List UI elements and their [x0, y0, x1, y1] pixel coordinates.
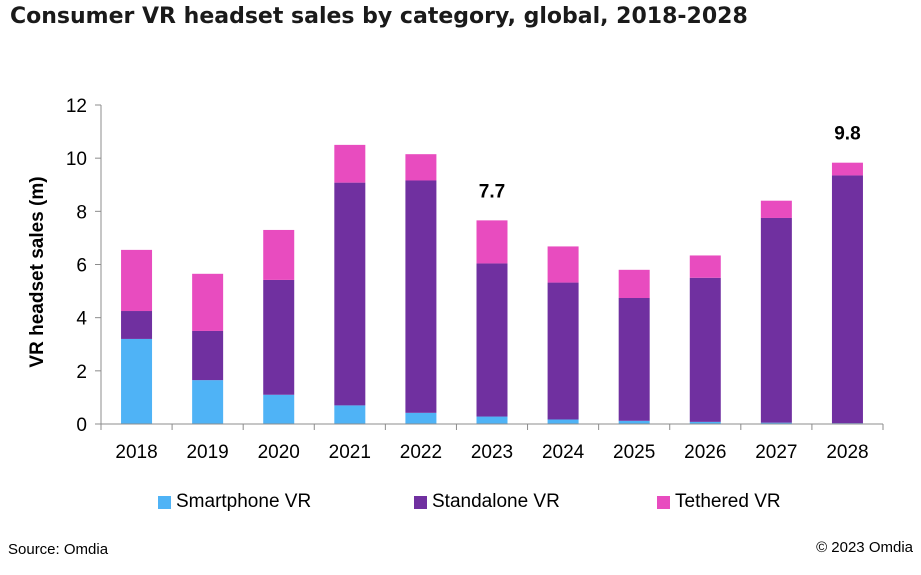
bar-standalone-vr-2024 [547, 282, 579, 420]
legend-label: Tethered VR [675, 491, 781, 512]
x-tick-label: 2023 [471, 442, 513, 463]
bar-standalone-vr-2025 [618, 297, 650, 421]
x-tick-label: 2021 [329, 442, 371, 463]
y-tick-label: 8 [76, 202, 87, 223]
bars [121, 144, 863, 424]
legend-swatch-standalone-vr [414, 495, 427, 509]
bar-tethered-vr-2028 [831, 162, 863, 176]
legend-label: Standalone VR [432, 491, 560, 512]
bar-smartphone-vr-2023 [476, 416, 508, 424]
y-tick-label: 12 [66, 96, 87, 117]
x-tick-label: 2024 [542, 442, 585, 463]
legend-swatch-tethered-vr [657, 495, 670, 509]
bar-smartphone-vr-2018 [121, 338, 153, 424]
bar-tethered-vr-2020 [263, 229, 295, 280]
bar-smartphone-vr-2027 [760, 422, 792, 424]
bar-tethered-vr-2026 [689, 255, 721, 278]
bar-standalone-vr-2028 [831, 175, 863, 424]
legend-item-smartphone-vr: Smartphone VR [158, 491, 311, 513]
bar-smartphone-vr-2024 [547, 419, 579, 424]
bar-smartphone-vr-2026 [689, 421, 721, 424]
bar-smartphone-vr-2019 [192, 380, 224, 424]
legend-swatch-smartphone-vr [158, 495, 171, 509]
legend-label: Smartphone VR [176, 491, 312, 512]
bar-tethered-vr-2021 [334, 144, 366, 183]
chart-title: Consumer VR headset sales by category, g… [10, 4, 748, 29]
bar-standalone-vr-2021 [334, 182, 366, 406]
bar-tethered-vr-2023 [476, 220, 508, 264]
x-tick-label: 2022 [400, 442, 442, 463]
x-tick-label: 2028 [826, 442, 868, 463]
y-tick-label: 4 [76, 309, 87, 330]
y-tick-label: 6 [76, 256, 87, 277]
y-tick-label: 0 [76, 415, 87, 436]
data-label-2028: 9.8 [834, 124, 860, 145]
bar-standalone-vr-2023 [476, 263, 508, 417]
copyright-note: © 2023 Omdia [816, 539, 913, 556]
x-tick-label: 2020 [258, 442, 300, 463]
bar-tethered-vr-2019 [192, 273, 224, 331]
y-tick-label: 10 [66, 149, 87, 170]
x-tick-label: 2018 [115, 442, 157, 463]
bar-smartphone-vr-2022 [405, 412, 437, 424]
bar-standalone-vr-2018 [121, 311, 153, 339]
bar-tethered-vr-2024 [547, 246, 579, 283]
source-note: Source: Omdia [8, 541, 109, 558]
data-labels: 7.7 9.8 [479, 124, 861, 203]
y-tick-label: 2 [76, 362, 87, 383]
bar-tethered-vr-2025 [618, 269, 650, 298]
x-tick-label: 2019 [186, 442, 228, 463]
x-tick-label: 2027 [755, 442, 797, 463]
bar-tethered-vr-2027 [760, 200, 792, 218]
y-axis-label: VR headset sales (m) [27, 176, 48, 367]
bar-smartphone-vr-2021 [334, 405, 366, 424]
bar-tethered-vr-2018 [121, 249, 153, 312]
bar-smartphone-vr-2020 [263, 394, 295, 424]
bar-standalone-vr-2019 [192, 330, 224, 381]
x-tick-label: 2026 [684, 442, 726, 463]
legend-item-standalone-vr: Standalone VR [414, 491, 560, 513]
bar-standalone-vr-2022 [405, 180, 437, 413]
bar-standalone-vr-2020 [263, 279, 295, 395]
x-axis: 2018 2019 2020 2021 2022 2023 2024 2025 2026 2027… [100, 423, 884, 463]
bar-smartphone-vr-2025 [618, 420, 650, 424]
bar-standalone-vr-2026 [689, 277, 721, 422]
y-axis: 0 2 4 6 8 10 12 [66, 96, 102, 436]
legend-item-tethered-vr: Tethered VR [657, 491, 781, 513]
bar-tethered-vr-2022 [405, 154, 437, 181]
x-tick-label: 2025 [613, 442, 655, 463]
data-label-2023: 7.7 [479, 181, 505, 202]
bar-standalone-vr-2027 [760, 217, 792, 423]
legend: Smartphone VR Standalone VR Tethered VR [0, 491, 921, 519]
